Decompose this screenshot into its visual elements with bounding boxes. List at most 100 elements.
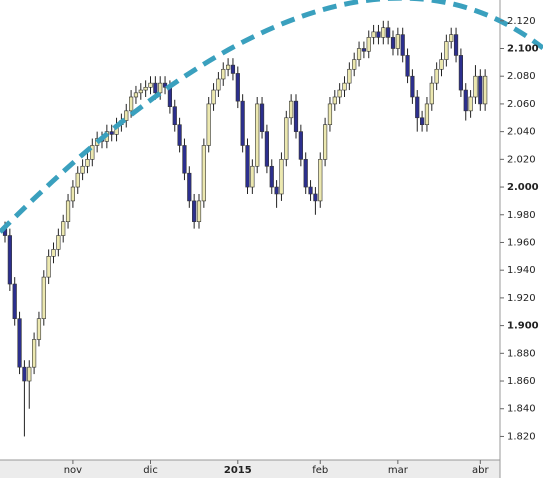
candle-body (322, 124, 328, 160)
candle-body (196, 200, 202, 222)
candle-body (303, 159, 308, 188)
candle-body (313, 193, 318, 202)
candle-body (221, 68, 226, 80)
x-tick-label: nov (64, 465, 82, 476)
candle-body (133, 92, 139, 98)
candle-body (65, 200, 71, 222)
candle-body (51, 249, 56, 257)
candle-body (36, 318, 42, 340)
candle-body (284, 117, 289, 160)
candle-body (22, 366, 27, 382)
candle-body (337, 89, 342, 98)
x-tick-label: abr (472, 465, 489, 476)
candle-body (424, 103, 430, 125)
candle-body (129, 96, 134, 112)
candle-body (192, 200, 197, 222)
candle-body (143, 86, 148, 91)
candle-body (356, 48, 362, 60)
candle-body (75, 172, 80, 188)
candle-body (458, 55, 464, 91)
y-tick-label: 1.860 (507, 376, 536, 387)
candle-body (405, 55, 410, 77)
y-tick-label: 1.840 (507, 404, 536, 415)
candle-body (381, 27, 386, 38)
candle-body (148, 82, 153, 88)
candle-body (7, 235, 12, 285)
candle-body (70, 186, 75, 202)
y-tick-label: 2.000 (507, 182, 539, 193)
candle-body (415, 96, 420, 119)
candle-body (371, 31, 376, 38)
candle-body (386, 27, 391, 38)
x-tick-label: dic (143, 465, 158, 476)
candle-body (31, 339, 37, 368)
candle-body (230, 64, 236, 74)
candle-body (85, 159, 90, 167)
candle-body (206, 103, 211, 146)
candle-body (187, 172, 192, 202)
candle-body (250, 165, 255, 188)
candle-body (376, 31, 381, 38)
y-tick-label: 1.880 (507, 348, 536, 359)
candle-body (158, 82, 163, 94)
y-tick-label: 1.960 (507, 237, 536, 248)
candle-body (298, 131, 303, 160)
candle-body (172, 106, 177, 125)
candle-body (434, 68, 439, 84)
candle-body (478, 75, 483, 105)
candle-body (264, 131, 270, 167)
candle-body (308, 186, 313, 195)
candle-body (468, 96, 473, 112)
y-tick-label: 1.900 (507, 321, 539, 332)
candle-body (395, 34, 400, 49)
x-tick-label: 2015 (224, 465, 252, 476)
candle-body (27, 366, 32, 382)
candle-body (463, 89, 468, 112)
candle-body (259, 103, 265, 132)
candle-body (17, 318, 22, 368)
candle-body (342, 82, 347, 91)
candle-body (182, 145, 187, 174)
candle-body (352, 59, 357, 70)
x-axis-band (0, 460, 500, 478)
candle-body (347, 68, 352, 84)
candle-body (138, 89, 143, 94)
candle-body (162, 82, 168, 88)
y-tick-label: 1.920 (507, 293, 536, 304)
y-tick-label: 1.820 (507, 431, 536, 442)
candle-body (419, 117, 425, 125)
candle-body (449, 34, 454, 42)
y-tick-label: 2.060 (507, 99, 536, 110)
candle-body (453, 34, 459, 56)
candle-body (216, 78, 221, 91)
candle-body (153, 82, 158, 94)
candle-body (444, 41, 449, 60)
candle-body (473, 75, 478, 98)
y-tick-label: 2.040 (507, 127, 536, 138)
candle-body (177, 124, 182, 146)
candle-body (279, 159, 284, 195)
y-tick-label: 2.080 (507, 71, 536, 82)
candle-body (56, 235, 61, 250)
y-tick-label: 2.020 (507, 154, 536, 165)
candle-body (361, 48, 367, 52)
candle-body (211, 89, 216, 105)
candle-body (90, 145, 95, 160)
candle-body (289, 100, 294, 119)
candle-body (429, 82, 434, 105)
candle-body (235, 73, 240, 102)
y-tick-label: 1.980 (507, 210, 536, 221)
candle-body (274, 186, 279, 195)
candle-body (390, 37, 396, 49)
candle-body (366, 37, 371, 52)
candle-body (332, 96, 337, 105)
candle-body (293, 100, 299, 132)
candle-body (124, 110, 129, 121)
candle-body (255, 103, 260, 167)
candle-body (400, 34, 405, 56)
candle-body (269, 165, 274, 188)
candle-body (46, 256, 51, 278)
x-tick-label: feb (312, 465, 328, 476)
candle-body (61, 221, 66, 236)
